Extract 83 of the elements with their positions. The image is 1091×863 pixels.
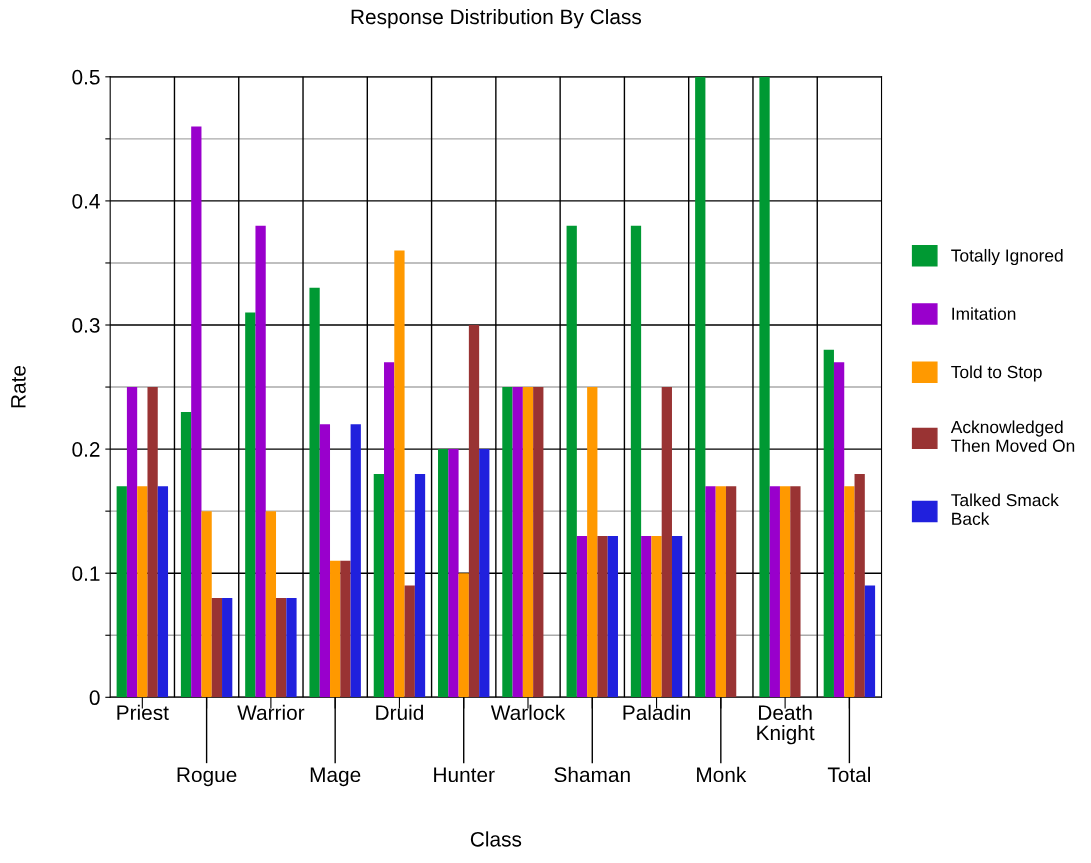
chart-title: Response Distribution By Class	[351, 8, 642, 29]
bar	[587, 387, 598, 698]
bar	[854, 473, 865, 698]
bar	[566, 225, 577, 698]
bar	[671, 535, 683, 698]
bar	[468, 325, 480, 698]
bar	[394, 250, 405, 698]
legend-label: Totally Ignored	[951, 248, 1063, 266]
bar	[245, 312, 256, 698]
bar	[340, 560, 351, 698]
x-tick-label: Mage	[310, 767, 361, 787]
bar	[725, 486, 737, 698]
bar	[147, 387, 158, 698]
bar	[779, 486, 791, 698]
x-tick-label: Hunter	[434, 767, 495, 783]
x-tick-label: Warlock	[490, 704, 566, 721]
bar	[641, 535, 652, 698]
bar	[759, 76, 770, 698]
legend-label: Acknowledged Then Moved On	[950, 420, 1075, 452]
bar	[157, 486, 169, 698]
bar	[458, 573, 469, 698]
bar	[533, 387, 544, 698]
bar	[350, 424, 361, 698]
bar	[319, 424, 331, 698]
y-tick-label: 0.1	[72, 566, 100, 581]
bar	[790, 486, 801, 698]
bar	[126, 387, 138, 698]
bar	[769, 486, 780, 698]
legend-label: Talked Smack Back	[951, 493, 1059, 525]
bar	[222, 598, 233, 698]
bar	[276, 598, 287, 698]
x-tick-label: Total	[827, 766, 870, 783]
x-tick-label: Priest	[117, 704, 169, 721]
bar	[502, 387, 513, 698]
bar	[330, 560, 341, 698]
bar	[265, 511, 277, 698]
bar	[384, 362, 395, 698]
legend-label: Told to Stop	[951, 365, 1042, 382]
bar	[695, 76, 706, 698]
bar	[522, 387, 534, 698]
bar	[705, 486, 716, 698]
bar	[661, 387, 672, 698]
bar	[512, 387, 523, 698]
y-tick-label: 0.5	[72, 69, 100, 85]
bar	[373, 473, 385, 698]
bar	[576, 535, 588, 698]
bar	[191, 126, 202, 698]
bar	[438, 449, 449, 698]
bar	[630, 225, 642, 698]
bar	[715, 486, 726, 698]
bar	[286, 598, 297, 698]
x-tick-label: Druid	[376, 704, 423, 721]
legend-label: Imitation	[952, 307, 1016, 320]
bar	[844, 486, 855, 698]
y-tick-label: 0	[89, 690, 100, 706]
bar	[180, 411, 192, 698]
x-tick-label: Shaman	[554, 766, 630, 783]
x-tick-label: Monk	[697, 766, 747, 783]
bar	[597, 535, 608, 698]
x-axis-title: Class	[470, 831, 522, 847]
x-tick-label: Death Knight	[757, 704, 815, 745]
y-tick-label: 0.3	[72, 318, 100, 333]
bar	[448, 449, 459, 698]
bar	[116, 486, 127, 698]
bar	[309, 287, 320, 698]
bar	[479, 449, 490, 698]
x-tick-label: Rogue	[177, 767, 237, 787]
bar	[201, 511, 212, 698]
bar	[414, 473, 426, 698]
y-tick-label: 0.2	[72, 442, 100, 457]
bar	[833, 362, 845, 698]
bar	[864, 585, 876, 698]
bar	[255, 225, 266, 698]
bar	[823, 349, 834, 698]
bar	[607, 535, 618, 698]
bar	[137, 486, 148, 698]
bar	[651, 535, 662, 698]
bar	[211, 598, 223, 698]
y-tick-label: 0.4	[72, 193, 100, 209]
y-axis-title: Rate	[11, 365, 26, 408]
x-tick-label: Paladin	[623, 704, 690, 721]
x-tick-label: Warrior	[237, 704, 305, 721]
bar	[404, 585, 415, 698]
